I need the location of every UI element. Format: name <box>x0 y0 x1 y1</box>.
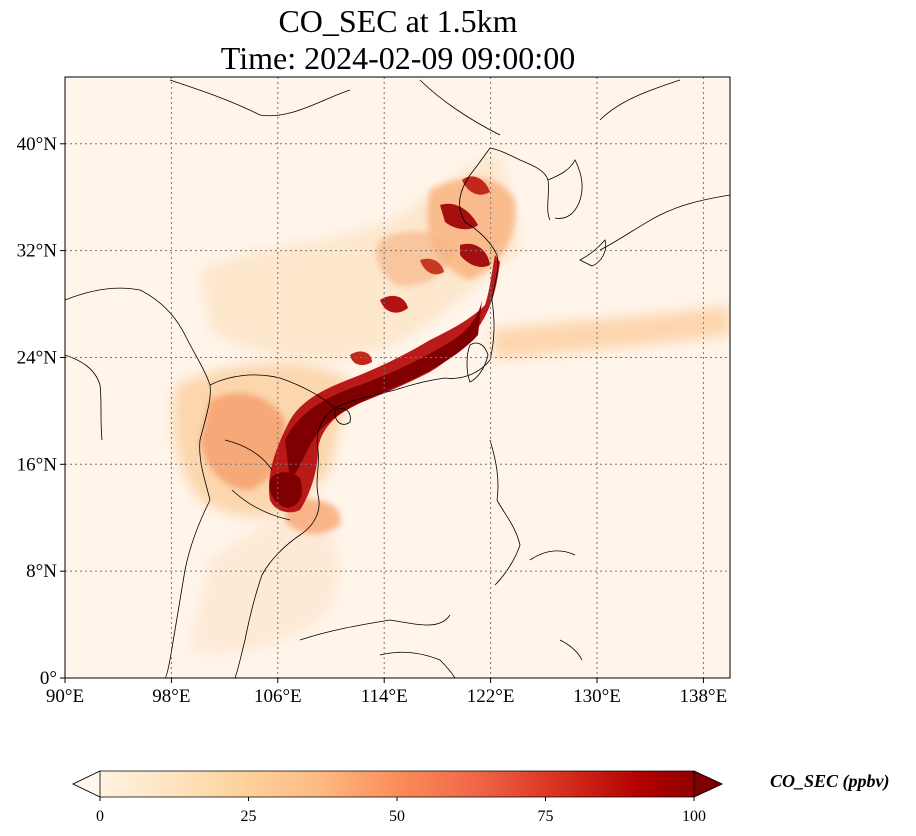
lat-tick-label-1: 8°N <box>26 561 57 582</box>
lat-tick-label-5: 40°N <box>17 134 58 155</box>
lat-tick-label-2: 16°N <box>17 454 58 475</box>
plume-haze <box>173 150 730 653</box>
lon-tick-label-1: 98°E <box>152 686 190 707</box>
colorbar-tick-label-4: 100 <box>682 808 706 825</box>
coastlines <box>65 79 730 678</box>
lon-tick-label-6: 138°E <box>680 686 728 707</box>
longitude-ticks: 90°E 98°E 106°E 114°E 122°E 130°E 138°E <box>46 678 727 707</box>
colorbar-extend-low <box>72 770 101 798</box>
colorbar-tick-label-3: 75 <box>538 808 554 825</box>
lon-tick-label-2: 106°E <box>254 686 302 707</box>
lon-tick-label-3: 114°E <box>361 686 408 707</box>
figure-subtitle: Time: 2024-02-09 09:00:00 <box>220 40 576 76</box>
colorbar-label: CO_SEC (ppbv) <box>770 771 890 792</box>
lon-tick-label-4: 122°E <box>467 686 515 707</box>
colorbar-extend-high <box>693 770 723 798</box>
colorbar-ramp <box>72 770 723 798</box>
map-frame <box>64 76 731 679</box>
map-panel: 90°E 98°E 106°E 114°E 122°E 130°E 138°E 0° 8°N 1… <box>17 76 731 707</box>
colorbar-tick-label-0: 0 <box>96 808 104 825</box>
latitude-ticks: 0° 8°N 16°N 24°N 32°N 40°N <box>17 134 65 689</box>
lat-tick-label-4: 32°N <box>17 241 58 262</box>
lat-tick-label-3: 24°N <box>17 347 58 368</box>
colorbar-tick-label-2: 50 <box>389 808 405 825</box>
concentration-field <box>173 150 730 653</box>
lon-tick-label-0: 90°E <box>46 686 84 707</box>
colorbar-tick-label-1: 25 <box>241 808 257 825</box>
gridlines <box>65 77 730 678</box>
colorbar-ticks: 0 25 50 75 100 <box>96 797 706 825</box>
lat-tick-label-0: 0° <box>40 668 57 689</box>
colorbar: 0 25 50 75 100 CO_SEC (ppbv) <box>72 770 890 825</box>
lon-tick-label-5: 130°E <box>573 686 621 707</box>
figure-title: CO_SEC at 1.5km <box>278 3 518 39</box>
